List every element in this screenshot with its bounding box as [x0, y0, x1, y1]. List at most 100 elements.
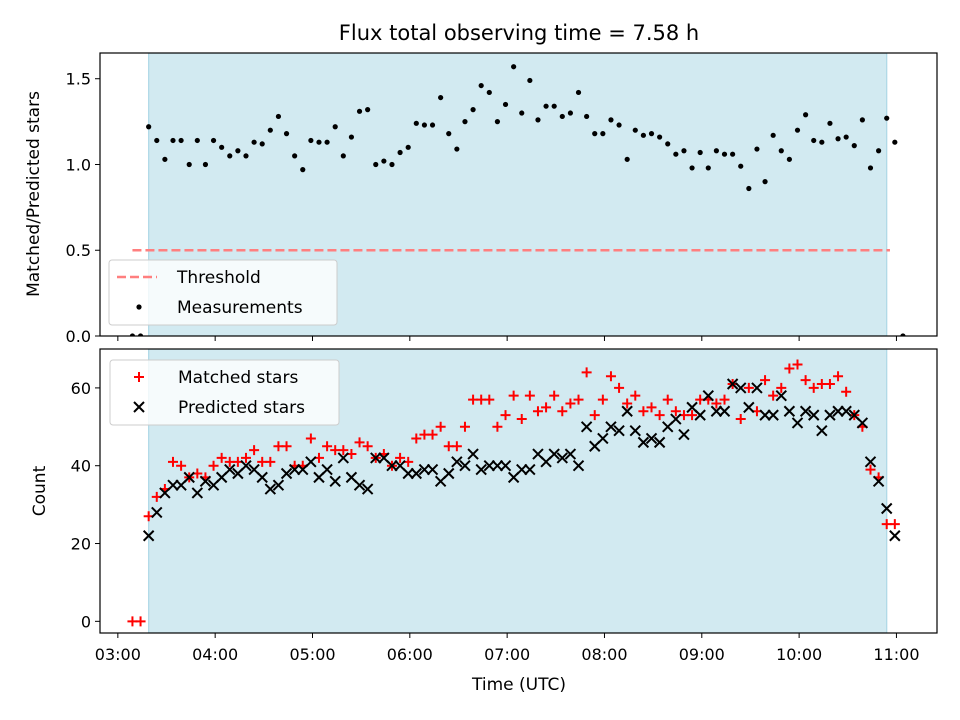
data-point	[900, 333, 906, 336]
data-point	[824, 409, 836, 421]
data-point	[808, 409, 820, 421]
data-point	[624, 156, 630, 162]
data-point	[219, 144, 225, 150]
data-point	[711, 398, 722, 409]
data-point	[600, 131, 606, 137]
data-point	[370, 452, 382, 464]
data-point	[567, 110, 574, 116]
x-tick-label: 04:00	[192, 645, 238, 664]
legend-box	[108, 259, 338, 326]
data-point	[251, 139, 257, 145]
data-point	[735, 382, 747, 394]
data-point	[265, 456, 276, 467]
data-point	[816, 424, 828, 437]
data-point	[689, 165, 695, 171]
legend-x-swatch	[133, 401, 145, 413]
data-point	[527, 77, 533, 84]
data-point	[792, 359, 803, 370]
data-point	[605, 421, 617, 433]
data-point	[702, 389, 714, 402]
data-point	[322, 441, 333, 452]
data-point	[564, 448, 577, 460]
data-point	[381, 158, 387, 164]
data-point	[872, 475, 885, 487]
data-point	[632, 127, 638, 133]
data-point	[889, 530, 901, 542]
data-point	[210, 137, 217, 144]
legend-dot-swatch	[136, 304, 142, 310]
data-point	[629, 424, 641, 437]
data-point	[784, 363, 795, 374]
data-point	[767, 409, 779, 421]
data-point	[605, 371, 616, 382]
ratio-panel: 0.0 0.5 1.0 1.5 Threshold Measurements	[66, 52, 938, 346]
data-point	[721, 151, 728, 157]
data-point	[726, 378, 739, 390]
data-point	[338, 445, 349, 456]
data-point	[459, 421, 470, 432]
data-point	[516, 414, 527, 425]
data-point	[353, 479, 366, 491]
legend-label: Matched stars	[178, 368, 298, 388]
data-point	[776, 382, 787, 393]
data-point	[386, 460, 398, 472]
plot-area	[127, 349, 901, 633]
data-point	[638, 406, 649, 417]
data-point	[645, 432, 658, 445]
y-tick-label: 60	[71, 379, 91, 398]
legend-plus-swatch	[134, 372, 144, 382]
data-point	[581, 367, 592, 378]
data-point	[264, 483, 277, 495]
data-point	[283, 131, 290, 137]
data-point	[735, 414, 746, 425]
data-point	[305, 433, 316, 444]
data-point	[324, 139, 330, 145]
data-point	[630, 390, 641, 401]
data-point	[275, 113, 282, 120]
data-point	[332, 124, 338, 130]
data-point	[137, 333, 144, 336]
data-point	[418, 463, 431, 476]
data-point	[535, 117, 541, 123]
data-point	[191, 487, 204, 499]
data-point	[718, 405, 731, 417]
data-point	[502, 101, 509, 108]
data-point	[549, 390, 560, 401]
data-point	[361, 483, 374, 495]
data-point	[662, 394, 673, 405]
data-point	[551, 103, 557, 109]
count-panel: 0 20 40 60 03:00 04:00 05:00 06:00 07:00 08:00 09:…	[71, 348, 938, 664]
data-point	[356, 108, 363, 114]
data-point	[775, 389, 787, 402]
data-point	[673, 151, 679, 157]
data-point	[178, 137, 184, 144]
data-point	[492, 421, 503, 432]
data-point	[589, 410, 600, 421]
data-point	[405, 144, 411, 150]
data-point	[249, 445, 260, 456]
data-point	[516, 463, 528, 476]
axes-frame	[99, 52, 938, 337]
data-point	[770, 132, 776, 138]
data-point	[451, 456, 463, 468]
data-point	[856, 417, 869, 429]
data-point	[864, 456, 877, 468]
data-point	[389, 161, 395, 168]
data-point	[710, 405, 723, 417]
y-tick-label: 1.5	[66, 70, 91, 89]
data-point	[500, 410, 511, 421]
data-point	[687, 410, 698, 421]
data-point	[235, 148, 241, 154]
data-point	[532, 406, 543, 417]
data-point	[889, 519, 900, 530]
data-point	[791, 417, 804, 429]
data-point	[892, 139, 898, 145]
data-point	[486, 89, 492, 96]
data-point	[543, 103, 549, 109]
data-point	[557, 406, 568, 417]
data-point	[305, 456, 317, 468]
data-point	[637, 436, 650, 449]
legend-label: Measurements	[177, 298, 303, 318]
legend: Threshold Measurements	[108, 259, 338, 326]
data-point	[478, 82, 484, 89]
